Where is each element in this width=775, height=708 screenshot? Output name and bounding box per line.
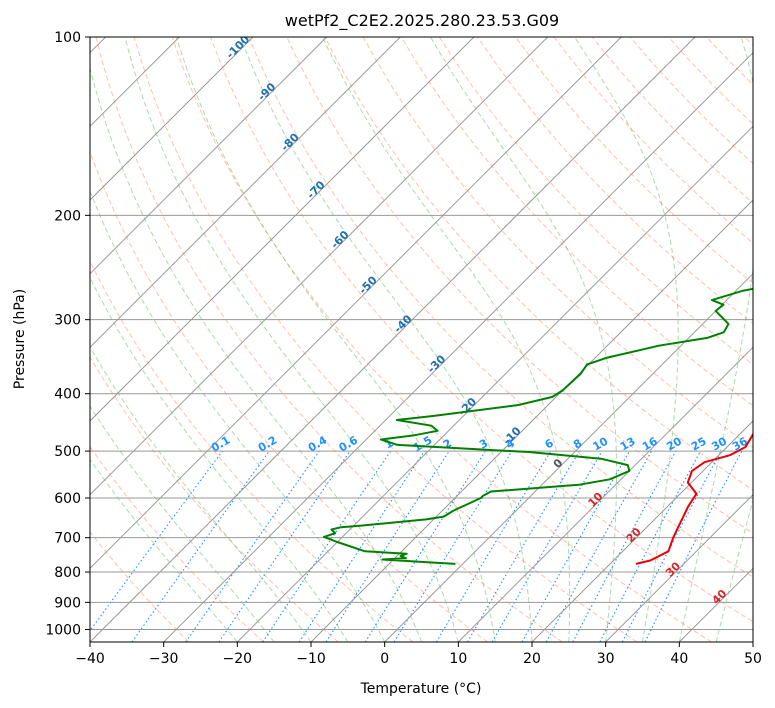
y-axis-label: Pressure (hPa) xyxy=(12,289,28,389)
mixing-ratio-line xyxy=(545,450,653,642)
moist-adiabat-line xyxy=(430,37,617,642)
isotherm-gridline xyxy=(90,37,328,275)
isotherm-gridline xyxy=(384,272,753,642)
plot-frame xyxy=(89,36,754,643)
dry-adiabat-line xyxy=(90,150,488,642)
dry-adiabat-line xyxy=(95,37,563,642)
isotherm-gridline xyxy=(310,199,753,642)
x-tick-label: 20 xyxy=(523,651,541,667)
moist-adiabat-line xyxy=(124,37,459,642)
x-tick-label: −40 xyxy=(75,651,105,667)
moist-adiabat-line xyxy=(574,37,679,642)
x-tick-label: 30 xyxy=(597,651,615,667)
moist-adiabat-line xyxy=(678,37,753,642)
dry-adiabat-line xyxy=(400,37,753,407)
x-tick-label: 40 xyxy=(670,651,688,667)
isotherm-gridline xyxy=(163,51,753,642)
dry-adiabat-line xyxy=(324,37,753,491)
isotherm-gridline xyxy=(752,641,753,642)
x-axis-label: Temperature (°C) xyxy=(360,681,482,697)
chart-title: wetPf2_C2E2.2025.280.23.53.G09 xyxy=(285,11,559,31)
moist-adiabat-line xyxy=(322,37,571,642)
isotherm-gridline xyxy=(90,37,696,642)
plot-area xyxy=(90,37,753,642)
dry-adiabat-line xyxy=(90,445,264,642)
dry-adiabat-line xyxy=(133,37,638,642)
moist-adiabat-line xyxy=(90,65,422,642)
x-tick-label: 10 xyxy=(449,651,467,667)
moist-adiabat-line xyxy=(90,405,275,642)
x-tick-label: −20 xyxy=(223,651,253,667)
dry-adiabat-line xyxy=(90,531,190,642)
mixing-ratio-line xyxy=(131,450,270,642)
y-tick-label: 600 xyxy=(54,491,81,507)
pressure-gridlines xyxy=(90,37,753,630)
temperature-line xyxy=(635,432,753,565)
moist-adiabat-line xyxy=(239,37,533,642)
x-tick-label: 0 xyxy=(380,651,389,667)
isotherm-gridlines xyxy=(90,37,753,642)
x-tick-label: −30 xyxy=(149,651,179,667)
isotherm-gridline xyxy=(236,125,753,642)
isotherm-gridline xyxy=(90,37,475,422)
moist-adiabat-line xyxy=(90,276,349,642)
sounding-profiles xyxy=(323,287,753,565)
dry-adiabat-line xyxy=(248,37,753,578)
dry-adiabat-line xyxy=(90,356,339,642)
isotherm-gridline xyxy=(90,37,401,349)
x-axis-ticks: −40 −30 −20 −10 0 10 20 30 40 50 xyxy=(75,642,762,667)
dry-adiabat-line xyxy=(171,37,712,642)
y-tick-label: 200 xyxy=(54,208,81,224)
x-tick-label: 50 xyxy=(744,651,762,667)
moist-adiabat-line xyxy=(90,189,386,642)
y-tick-label: 700 xyxy=(54,531,81,547)
mixing-ratio-line xyxy=(185,450,320,642)
mixing-ratio-line xyxy=(262,450,392,642)
y-tick-label: 100 xyxy=(54,30,81,46)
y-tick-label: 300 xyxy=(54,313,81,329)
dry-adiabat-line xyxy=(515,37,753,284)
isotherm-gridline xyxy=(90,37,549,496)
y-tick-label: 400 xyxy=(54,387,81,403)
mixing-ratio-line xyxy=(218,450,351,642)
mixing-ratio-line xyxy=(325,450,450,642)
isotherm-gridline xyxy=(90,37,622,570)
mixing-ratio-line xyxy=(90,450,223,632)
moist-adiabat-line xyxy=(715,498,753,642)
y-tick-label: 500 xyxy=(54,444,81,460)
isotherm-gridline xyxy=(605,493,753,642)
y-tick-label: 900 xyxy=(54,595,81,611)
moist-adiabat-line xyxy=(175,37,496,642)
isotherm-gridline xyxy=(457,346,753,642)
isotherm-gridline xyxy=(531,420,753,642)
mixing-ratio-line xyxy=(298,450,425,642)
y-tick-label: 800 xyxy=(54,565,81,581)
y-tick-label: 1000 xyxy=(45,622,81,638)
x-tick-label: −10 xyxy=(296,651,326,667)
moist-adiabat-line xyxy=(90,458,238,642)
y-axis-ticks: 100 200 300 400 500 600 700 800 900 1000 xyxy=(45,30,90,638)
moist-adiabats xyxy=(90,37,753,642)
isotherm-gridline xyxy=(90,37,254,201)
dewpoint-line xyxy=(323,287,753,565)
dry-adiabat-line xyxy=(438,37,753,366)
mixing-ratio-line xyxy=(572,450,677,642)
mixing-ratio-line xyxy=(521,450,630,642)
mixing-ratio-line xyxy=(644,450,743,642)
